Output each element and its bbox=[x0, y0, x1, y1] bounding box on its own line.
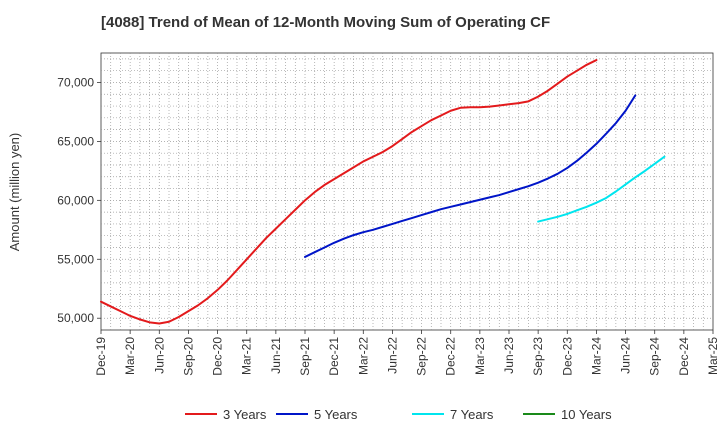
x-tick-label: Jun-20 bbox=[152, 337, 166, 374]
x-tick-label: Mar-22 bbox=[356, 337, 370, 375]
x-tick-label: Dec-24 bbox=[677, 337, 691, 376]
x-tick-label: Mar-20 bbox=[123, 337, 137, 375]
x-tick-label: Mar-23 bbox=[473, 337, 487, 375]
legend-label-3-years: 3 Years bbox=[223, 407, 267, 422]
x-tick-label: Dec-20 bbox=[211, 337, 225, 376]
legend-label-7-years: 7 Years bbox=[450, 407, 494, 422]
x-tick-label: Mar-25 bbox=[706, 337, 720, 375]
x-tick-label: Sep-20 bbox=[181, 337, 195, 376]
x-tick-label: Jun-22 bbox=[385, 337, 399, 374]
legend-label-5-years: 5 Years bbox=[314, 407, 358, 422]
series-layer bbox=[100, 59, 666, 325]
x-tick-label: Mar-21 bbox=[240, 337, 254, 375]
chart-title: [4088] Trend of Mean of 12-Month Moving … bbox=[101, 14, 551, 31]
x-tick-label: Dec-19 bbox=[94, 337, 108, 376]
x-tick-label: Dec-21 bbox=[327, 337, 341, 376]
legend: 3 Years 5 Years 7 Years 10 Years bbox=[185, 407, 612, 422]
grid-layer bbox=[101, 53, 713, 330]
y-tick-label: 55,000 bbox=[57, 252, 94, 266]
x-tick-label: Jun-23 bbox=[502, 337, 516, 374]
y-axis-label: Amount (million yen) bbox=[7, 133, 22, 252]
axis-layer: 50,000 55,000 60,000 65,000 70,000 Dec-19 Mar-… bbox=[57, 75, 720, 375]
x-tick-label: Sep-22 bbox=[415, 337, 429, 376]
plot-area bbox=[100, 52, 714, 331]
y-tick-label: 60,000 bbox=[57, 193, 94, 207]
x-tick-label: Mar-24 bbox=[589, 337, 603, 375]
y-tick-label: 65,000 bbox=[57, 134, 94, 148]
x-tick-label: Sep-23 bbox=[531, 337, 545, 376]
y-tick-label: 70,000 bbox=[57, 75, 94, 89]
x-tick-label: Jun-24 bbox=[619, 337, 633, 374]
series-line-7-years bbox=[537, 155, 666, 223]
x-tick-label: Sep-24 bbox=[648, 337, 662, 376]
legend-label-10-years: 10 Years bbox=[561, 407, 612, 422]
y-tick-label: 50,000 bbox=[57, 311, 94, 325]
x-tick-label: Dec-23 bbox=[560, 337, 574, 376]
series-line-5-years bbox=[304, 94, 637, 258]
series-line-3-years bbox=[100, 59, 598, 325]
x-tick-label: Dec-22 bbox=[444, 337, 458, 376]
x-tick-label: Jun-21 bbox=[269, 337, 283, 374]
x-tick-label: Sep-21 bbox=[298, 337, 312, 376]
